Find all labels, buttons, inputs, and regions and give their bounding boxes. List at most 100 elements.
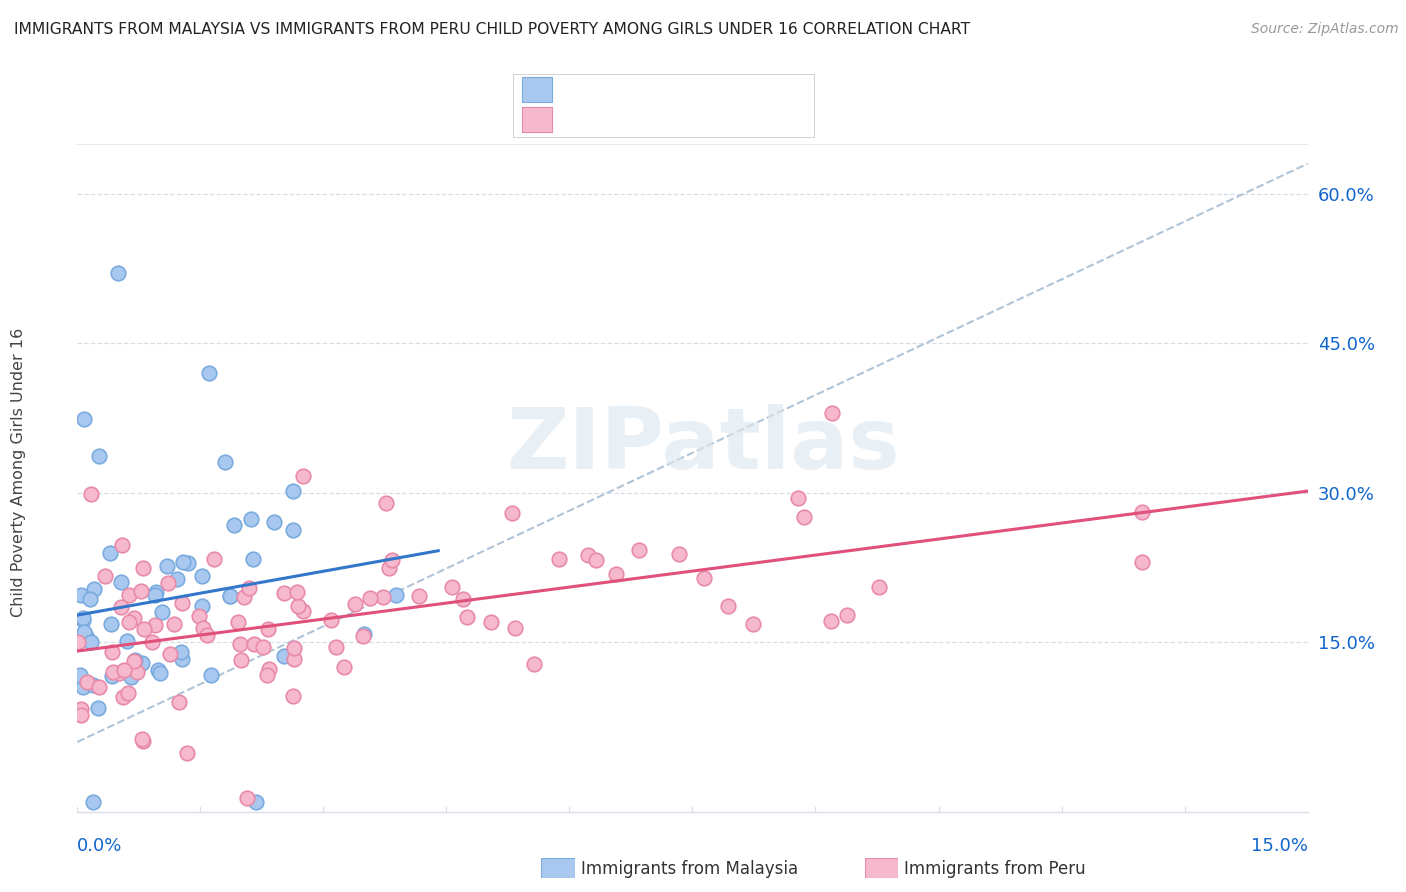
Point	[371, 591, 394, 605]
Point	[868, 580, 890, 594]
Point	[605, 567, 627, 582]
Point	[125, 665, 148, 680]
Point	[332, 660, 354, 674]
Text: 0.216: 0.216	[607, 80, 659, 98]
Point	[82, 678, 104, 692]
Point	[172, 555, 194, 569]
Point	[166, 572, 188, 586]
Point	[111, 690, 134, 704]
Point	[385, 588, 408, 602]
Point	[292, 468, 315, 483]
Point	[325, 640, 347, 654]
Text: R =: R =	[568, 112, 603, 129]
Text: N =: N =	[664, 80, 706, 98]
Point	[273, 586, 295, 600]
Text: Child Poverty Among Girls Under 16: Child Poverty Among Girls Under 16	[11, 328, 25, 617]
Point	[503, 621, 526, 635]
Text: ZIPatlas: ZIPatlas	[506, 404, 900, 488]
Point	[786, 491, 808, 505]
Point	[107, 266, 129, 280]
Point	[374, 495, 396, 509]
Point	[693, 571, 716, 585]
FancyBboxPatch shape	[513, 74, 815, 138]
Point	[159, 648, 181, 662]
Point	[523, 657, 546, 672]
Point	[87, 680, 110, 694]
Point	[263, 515, 285, 529]
Text: 0.0%: 0.0%	[77, 837, 122, 855]
Point	[172, 596, 194, 610]
Point	[252, 640, 274, 655]
Point	[115, 634, 138, 648]
Point	[195, 628, 218, 642]
Point	[131, 656, 153, 670]
Point	[453, 591, 475, 606]
Point	[576, 548, 599, 562]
Point	[381, 552, 404, 566]
Point	[132, 733, 155, 747]
Point	[191, 599, 214, 614]
Point	[70, 588, 93, 602]
Point	[110, 575, 132, 590]
Point	[257, 622, 280, 636]
Point	[157, 576, 180, 591]
Point	[103, 665, 125, 679]
Point	[501, 506, 523, 520]
Point	[228, 637, 250, 651]
Point	[233, 590, 256, 604]
Point	[112, 663, 135, 677]
Point	[149, 666, 172, 681]
Point	[668, 547, 690, 561]
Point	[66, 634, 89, 648]
Text: 15.0%: 15.0%	[1250, 837, 1308, 855]
Point	[131, 731, 153, 746]
Point	[98, 546, 121, 560]
Point	[79, 591, 101, 606]
Point	[408, 589, 430, 603]
Point	[167, 695, 190, 709]
Point	[202, 552, 225, 566]
Point	[378, 561, 401, 575]
Point	[83, 582, 105, 597]
Text: Source: ZipAtlas.com: Source: ZipAtlas.com	[1251, 22, 1399, 37]
Point	[110, 600, 132, 615]
Point	[134, 622, 156, 636]
Point	[143, 588, 166, 602]
Point	[242, 552, 264, 566]
Point	[76, 674, 98, 689]
Point	[143, 618, 166, 632]
Point	[256, 667, 278, 681]
Point	[321, 613, 343, 627]
Point	[197, 366, 219, 380]
Point	[200, 668, 222, 682]
Point	[793, 509, 815, 524]
Point	[235, 791, 257, 805]
Point	[145, 585, 167, 599]
Point	[148, 663, 170, 677]
FancyBboxPatch shape	[541, 858, 575, 878]
Point	[359, 591, 381, 605]
Point	[124, 652, 146, 666]
Point	[122, 654, 145, 668]
Point	[285, 585, 308, 599]
Point	[87, 700, 110, 714]
Point	[292, 604, 315, 618]
Point	[1130, 555, 1153, 569]
Point	[110, 538, 132, 552]
Point	[281, 484, 304, 499]
Point	[585, 552, 607, 566]
Point	[191, 621, 214, 635]
Point	[820, 614, 842, 628]
Point	[344, 597, 367, 611]
Point	[108, 665, 131, 680]
Point	[717, 599, 740, 614]
Point	[240, 512, 263, 526]
Point	[172, 652, 194, 666]
Point	[191, 569, 214, 583]
Point	[283, 652, 305, 666]
Point	[287, 599, 309, 614]
Point	[283, 640, 305, 655]
Point	[101, 669, 124, 683]
FancyBboxPatch shape	[522, 107, 553, 132]
Text: Immigrants from Malaysia: Immigrants from Malaysia	[581, 860, 797, 878]
